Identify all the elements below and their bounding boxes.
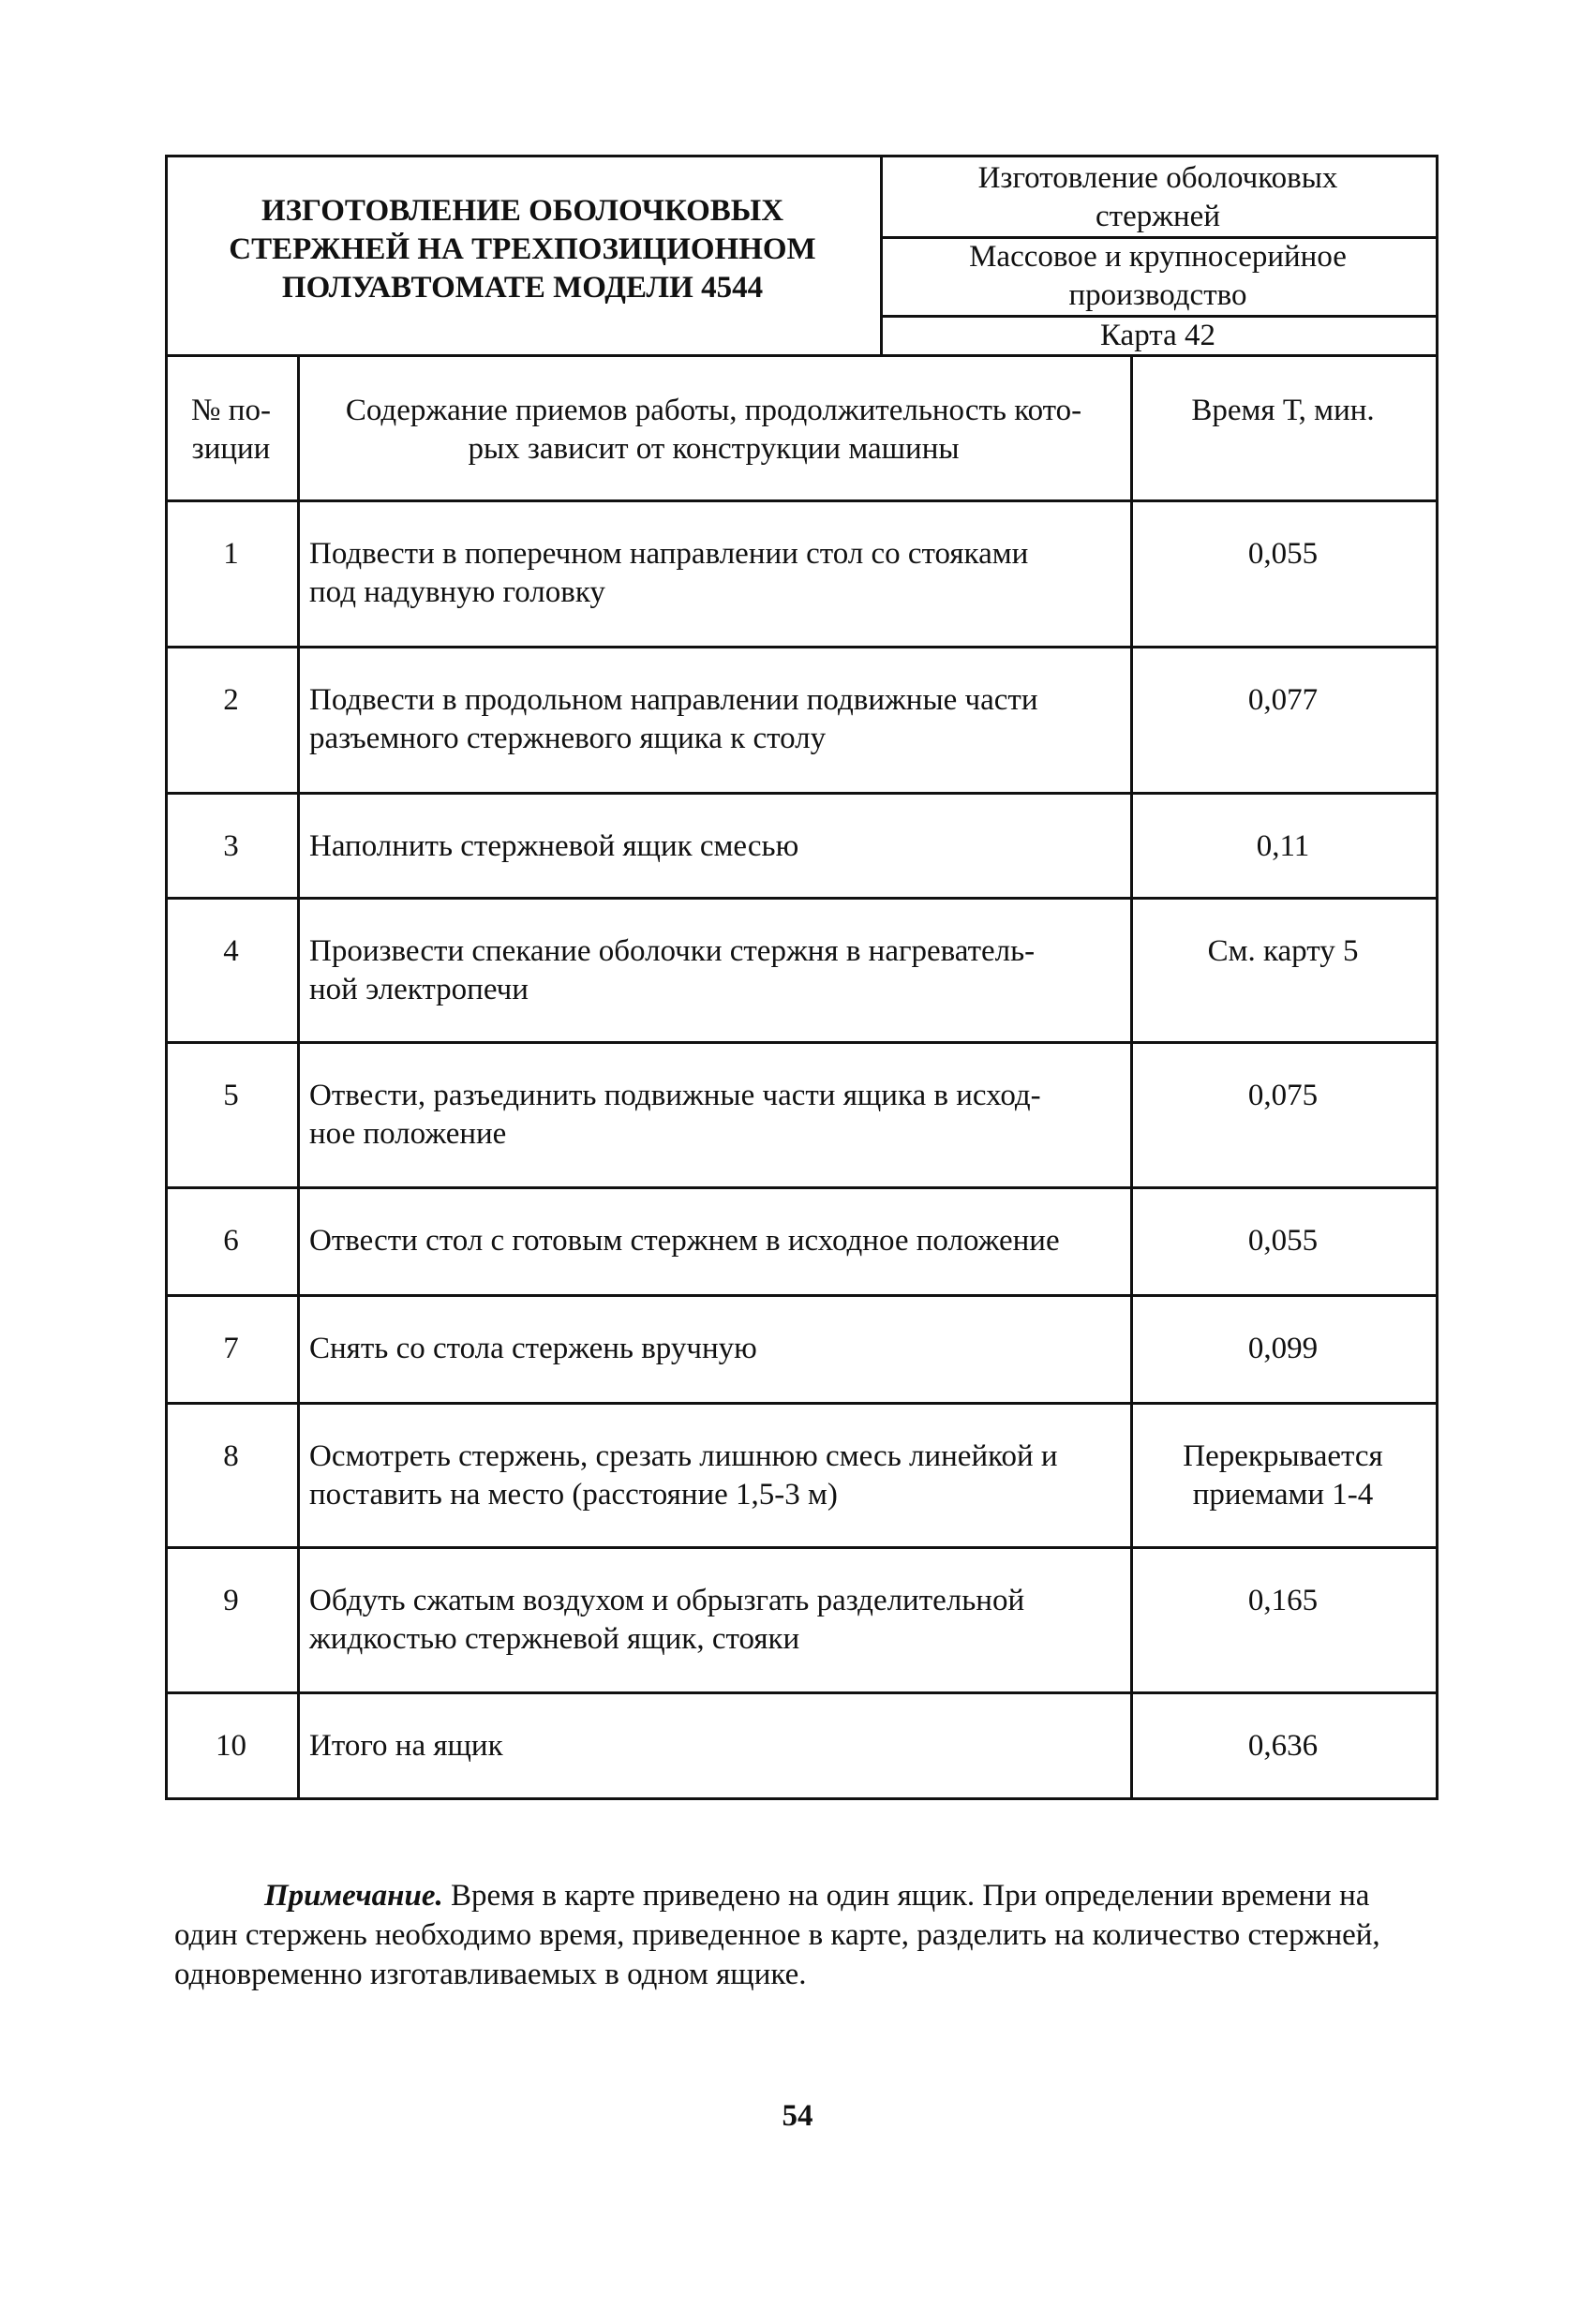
row-content: Снять со стола стержень вручную — [309, 1330, 1125, 1368]
row-number: 8 — [223, 1439, 239, 1473]
page-number: 54 — [782, 2099, 813, 2133]
table-border — [297, 354, 300, 1800]
title-line: ПОЛУАВТОМАТЕ МОДЕЛИ 4544 — [281, 271, 764, 305]
row-number: 7 — [223, 1332, 239, 1365]
row-number: 3 — [223, 829, 239, 863]
row-content: Подвести в поперечном направлении стол с… — [309, 535, 1125, 612]
row-number: 4 — [223, 934, 239, 968]
title-line: ИЗГОТОВЛЕНИЕ ОБОЛОЧКОВЫХ — [261, 194, 784, 228]
table-border — [165, 897, 1438, 900]
header-line: рых зависит от конструкции машины — [468, 432, 960, 466]
row-content: Отвести, разъединить подвижные части ящи… — [309, 1077, 1125, 1154]
row-time: 0,075 — [1130, 1077, 1436, 1115]
row-content-line: жидкостью стержневой ящик, стояки — [309, 1622, 800, 1656]
row-time-line: 0,055 — [1247, 537, 1319, 571]
row-number: 5 — [223, 1079, 239, 1112]
header-line: № по- — [191, 394, 271, 427]
row-content: Произвести спекание оболочки стержня в н… — [309, 932, 1125, 1009]
row-content-line: Подвести в продольном направлении подвиж… — [309, 683, 1038, 717]
table-border — [880, 236, 1438, 239]
title-line: СТЕРЖНЕЙ НА ТРЕХПОЗИЦИОННОМ — [229, 232, 816, 266]
column-header-content: Содержание приемов работы, продолжительн… — [297, 392, 1130, 469]
row-content-line: Отвести, разъединить подвижные части ящи… — [309, 1079, 1041, 1112]
table-border — [165, 155, 168, 1800]
table-border — [165, 499, 1438, 502]
row-time: 0,077 — [1130, 681, 1436, 720]
row-number: 9 — [223, 1584, 239, 1617]
row-time: 0,165 — [1130, 1582, 1436, 1620]
row-content: Подвести в продольном направлении подвиж… — [309, 681, 1125, 758]
row-time: 0,055 — [1130, 535, 1436, 574]
row-time: 0,11 — [1130, 827, 1436, 866]
column-header-time: Время Т, мин. — [1191, 394, 1375, 427]
row-time: 0,636 — [1130, 1727, 1436, 1765]
row-content-line: ное положение — [309, 1117, 507, 1151]
row-time: 0,055 — [1130, 1222, 1436, 1260]
row-time-line: 0,099 — [1247, 1332, 1319, 1365]
row-number: 1 — [223, 537, 239, 571]
row-content: Итого на ящик — [309, 1727, 1125, 1765]
row-content-line: Наполнить стержневой ящик смесью — [309, 829, 799, 863]
table-border — [1436, 155, 1438, 1800]
row-number: 2 — [223, 683, 239, 717]
operation-line: стержней — [1096, 200, 1220, 233]
table-border — [165, 792, 1438, 795]
table-border — [880, 155, 883, 354]
row-content-line: под надувную головку — [309, 575, 605, 609]
row-time-line: См. карту 5 — [1207, 934, 1359, 968]
row-time-line: 0,075 — [1247, 1079, 1319, 1112]
note: Примечание. Время в карте приведено на о… — [174, 1876, 1436, 1994]
card-title: ИЗГОТОВЛЕНИЕ ОБОЛОЧКОВЫХ СТЕРЖНЕЙ НА ТРЕ… — [165, 192, 880, 307]
note-text: Время в карте приведено на один ящик. Пр… — [174, 1879, 1380, 1991]
row-content: Наполнить стержневой ящик смесью — [309, 827, 1125, 866]
row-time: 0,099 — [1130, 1330, 1436, 1368]
row-content-line: Подвести в поперечном направлении стол с… — [309, 537, 1029, 571]
note-label: Примечание. — [264, 1879, 443, 1913]
row-content-line: разъемного стержневого ящика к столу — [309, 722, 827, 755]
operation-type: Изготовление оболочковых стержней — [880, 159, 1436, 236]
row-content-line: Осмотреть стержень, срезать лишнюю смесь… — [309, 1439, 1058, 1473]
row-content-line: Снять со стола стержень вручную — [309, 1332, 757, 1365]
row-time-line: 0,11 — [1256, 829, 1310, 863]
column-header-num: № по- зиции — [165, 392, 297, 469]
row-content: Осмотреть стержень, срезать лишнюю смесь… — [309, 1438, 1125, 1514]
row-content-line: Обдуть сжатым воздухом и обрызгать разде… — [309, 1584, 1025, 1617]
header-line: зиции — [191, 432, 271, 466]
row-content-line: ной электропечи — [309, 973, 529, 1006]
row-content-line: Произвести спекание оболочки стержня в н… — [309, 934, 1036, 968]
row-time-line: 0,055 — [1247, 1224, 1319, 1258]
table-border — [165, 1402, 1438, 1405]
row-content-line: Отвести стол с готовым стержнем в исходн… — [309, 1224, 1060, 1258]
table-border — [165, 1294, 1438, 1297]
row-time-line: 0,636 — [1247, 1729, 1319, 1763]
table-border — [165, 1041, 1438, 1044]
table-border — [165, 646, 1438, 648]
row-content-line: Итого на ящик — [309, 1729, 503, 1763]
table-border — [165, 1691, 1438, 1694]
production-type: Массовое и крупносерийное производство — [880, 238, 1436, 315]
row-time-line: приемами 1-4 — [1192, 1478, 1374, 1512]
row-content-line: поставить на место (расстояние 1,5-3 м) — [309, 1478, 838, 1512]
row-time: См. карту 5 — [1130, 932, 1436, 971]
header-line: Содержание приемов работы, продолжительн… — [345, 394, 1082, 427]
table-border — [1130, 354, 1133, 1800]
production-line: Массовое и крупносерийное — [969, 240, 1347, 274]
table-border — [165, 1546, 1438, 1549]
row-content: Обдуть сжатым воздухом и обрызгать разде… — [309, 1582, 1125, 1659]
table-border — [165, 1186, 1438, 1189]
row-number: 6 — [223, 1224, 239, 1258]
table-border — [880, 315, 1438, 318]
row-number: 10 — [216, 1729, 246, 1763]
card-number: Карта 42 — [1099, 319, 1215, 352]
row-time-line: 0,165 — [1247, 1584, 1319, 1617]
row-content: Отвести стол с готовым стержнем в исходн… — [309, 1222, 1125, 1260]
row-time-line: 0,077 — [1247, 683, 1319, 717]
table-border — [165, 1797, 1438, 1800]
row-time: Перекрывается приемами 1-4 — [1130, 1438, 1436, 1514]
table-border — [165, 155, 1438, 157]
production-line: производство — [1068, 278, 1247, 312]
table-border — [165, 354, 1438, 357]
operation-line: Изготовление оболочковых — [977, 161, 1338, 195]
row-time-line: Перекрывается — [1183, 1439, 1383, 1473]
